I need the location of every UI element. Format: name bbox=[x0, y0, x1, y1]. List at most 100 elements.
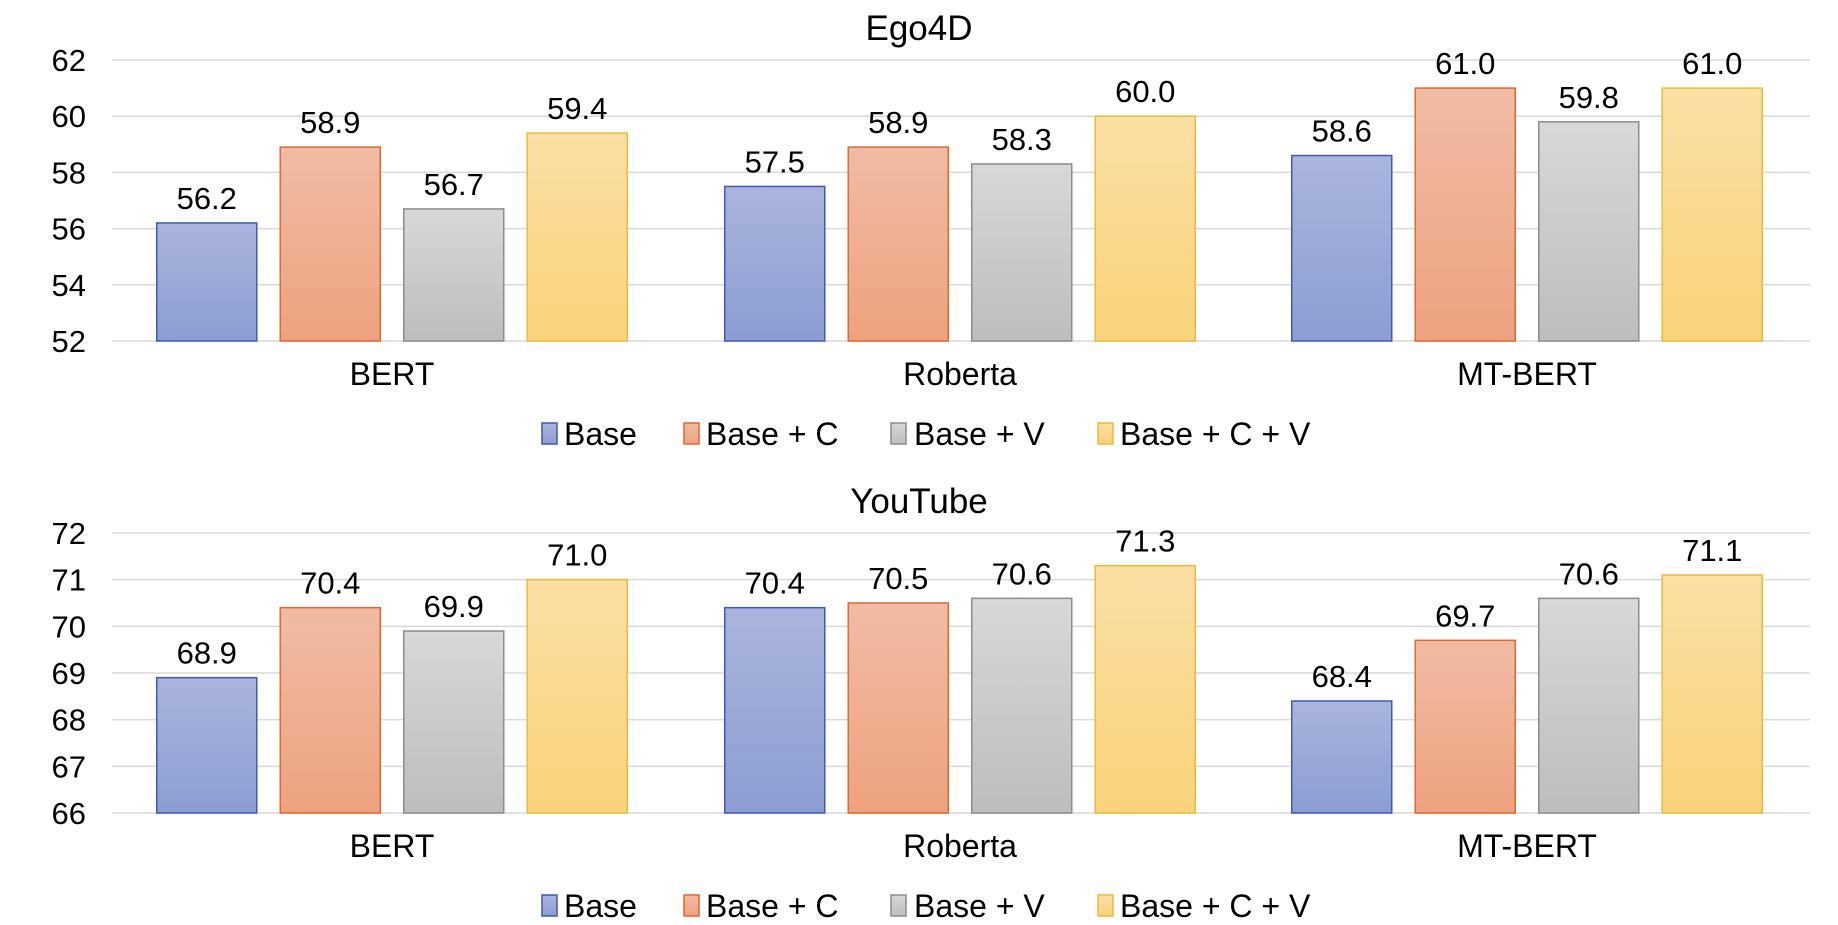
y-axis-ticks: 66 67 68 69 70 71 72 bbox=[52, 516, 86, 831]
bar-base-c-bert bbox=[279, 146, 381, 342]
data-label: 58.9 bbox=[868, 105, 928, 140]
data-label: 69.9 bbox=[424, 589, 484, 624]
y-tick-label: 67 bbox=[52, 749, 86, 784]
legend-item-base-v: Base + V bbox=[890, 888, 1045, 924]
x-tick-label: BERT bbox=[350, 828, 435, 864]
bar-base-c-roberta bbox=[847, 602, 949, 814]
data-label: 70.4 bbox=[300, 566, 360, 601]
data-label: 59.4 bbox=[547, 91, 607, 126]
gridlines bbox=[112, 59, 1810, 342]
gridlines bbox=[112, 532, 1810, 814]
data-label: 61.0 bbox=[1682, 46, 1742, 81]
y-tick-label: 68 bbox=[52, 703, 86, 738]
chart-title: YouTube bbox=[850, 482, 988, 521]
bar-base-c-bert bbox=[279, 606, 381, 814]
chart-panel-youtube: YouTube 66 67 68 69 70 71 72 68.9 70.4 68.4 70.4 7… bbox=[52, 482, 1810, 924]
bar-base-c-mt-bert bbox=[1414, 639, 1516, 814]
bar-base-c-v-roberta bbox=[1094, 564, 1196, 814]
bars bbox=[156, 564, 1763, 814]
y-axis-ticks: 52 54 56 58 60 62 bbox=[52, 43, 86, 359]
bar-base-c-v-mt-bert bbox=[1661, 87, 1763, 342]
legend-label: Base + C + V bbox=[1120, 888, 1311, 920]
bar-base-v-roberta bbox=[971, 163, 1073, 342]
x-tick-label: Roberta bbox=[903, 356, 1017, 392]
legend-swatch-base-c bbox=[683, 422, 700, 445]
y-tick-label: 69 bbox=[52, 656, 86, 691]
data-label: 58.9 bbox=[300, 105, 360, 140]
data-label: 68.9 bbox=[177, 636, 237, 671]
legend-swatch-base-v bbox=[890, 894, 907, 917]
x-tick-label: BERT bbox=[350, 356, 435, 392]
bar-base-v-bert bbox=[403, 630, 505, 814]
bar-base-c-roberta bbox=[847, 146, 949, 342]
bar-base-c-v-bert bbox=[526, 132, 628, 342]
y-tick-label: 62 bbox=[52, 43, 86, 78]
x-tick-label: Roberta bbox=[903, 828, 1017, 864]
chart-title: Ego4D bbox=[865, 9, 972, 48]
y-tick-label: 71 bbox=[52, 563, 86, 598]
data-label: 60.0 bbox=[1115, 74, 1175, 109]
data-label: 61.0 bbox=[1435, 46, 1495, 81]
data-label: 70.6 bbox=[992, 556, 1052, 591]
x-tick-label: MT-BERT bbox=[1457, 828, 1597, 864]
bars bbox=[156, 87, 1763, 342]
y-tick-label: 56 bbox=[52, 212, 86, 247]
y-tick-label: 60 bbox=[52, 99, 86, 134]
bar-base-c-v-bert bbox=[526, 578, 628, 814]
data-label: 70.4 bbox=[745, 566, 805, 601]
legend-item-base-v: Base + V bbox=[890, 416, 1045, 452]
legend-swatch-base-c-v bbox=[1097, 422, 1114, 445]
legend-swatch-base bbox=[541, 422, 558, 445]
legend-label: Base + C bbox=[706, 416, 839, 452]
bar-base-c-v-roberta bbox=[1094, 115, 1196, 342]
chart-panel-ego4d: Ego4D 52 54 56 58 60 62 56.2 57.5 58.6 58.9 58.9 6… bbox=[52, 9, 1810, 452]
data-label: 68.4 bbox=[1312, 659, 1372, 694]
data-label: 70.5 bbox=[868, 561, 928, 596]
legend-item-base-c-v: Base + C + V bbox=[1097, 888, 1311, 924]
bar-base-bert bbox=[156, 222, 258, 342]
legend-item-base: Base bbox=[541, 416, 637, 452]
legend-label: Base + C + V bbox=[1120, 416, 1311, 452]
data-label: 56.2 bbox=[177, 181, 237, 216]
legend-label: Base + V bbox=[914, 416, 1045, 452]
data-labels: 56.2 57.5 58.6 58.9 58.9 61.0 56.7 58.3 59.8 59.4… bbox=[177, 46, 1743, 216]
data-label: 58.3 bbox=[992, 122, 1052, 157]
data-label: 69.7 bbox=[1435, 598, 1495, 633]
legend-label: Base + C bbox=[706, 888, 839, 920]
legend-label: Base bbox=[564, 888, 637, 920]
data-label: 71.0 bbox=[547, 538, 607, 573]
x-tick-label: MT-BERT bbox=[1457, 356, 1597, 392]
bar-base-bert bbox=[156, 676, 258, 814]
legend-swatch-base-c-v bbox=[1097, 894, 1114, 917]
data-label: 56.7 bbox=[424, 167, 484, 202]
data-labels: 68.9 70.4 68.4 70.4 70.5 69.7 69.9 70.6 70.6 71.0… bbox=[177, 524, 1743, 694]
data-label: 70.6 bbox=[1559, 556, 1619, 591]
legend-label: Base bbox=[564, 416, 637, 452]
y-tick-label: 52 bbox=[52, 324, 86, 359]
legend-item-base-c-v: Base + C + V bbox=[1097, 416, 1311, 452]
bar-base-v-roberta bbox=[971, 597, 1073, 814]
x-axis-categories: BERT Roberta MT-BERT bbox=[350, 356, 1597, 392]
legend-item-base-c: Base + C bbox=[683, 416, 839, 452]
data-label: 71.1 bbox=[1682, 533, 1742, 568]
bar-base-c-mt-bert bbox=[1414, 87, 1516, 342]
legend: Base Base + C Base + V Base + C + V bbox=[541, 888, 1311, 924]
bar-base-v-mt-bert bbox=[1538, 121, 1640, 342]
legend-swatch-base bbox=[541, 894, 558, 917]
bar-base-c-v-mt-bert bbox=[1661, 574, 1763, 814]
bar-base-mt-bert bbox=[1291, 700, 1393, 814]
data-label: 57.5 bbox=[745, 144, 805, 179]
legend-label: Base + V bbox=[914, 888, 1045, 920]
legend-swatch-base-c bbox=[683, 894, 700, 917]
y-tick-label: 58 bbox=[52, 155, 86, 190]
bar-base-roberta bbox=[724, 606, 826, 814]
legend-item-base: Base bbox=[541, 888, 637, 924]
y-tick-label: 70 bbox=[52, 609, 86, 644]
data-label: 59.8 bbox=[1559, 80, 1619, 115]
y-tick-label: 54 bbox=[52, 268, 86, 303]
bar-base-v-bert bbox=[403, 208, 505, 342]
bar-base-roberta bbox=[724, 185, 826, 342]
legend: Base Base + C Base + V Base + C + V bbox=[541, 416, 1311, 452]
